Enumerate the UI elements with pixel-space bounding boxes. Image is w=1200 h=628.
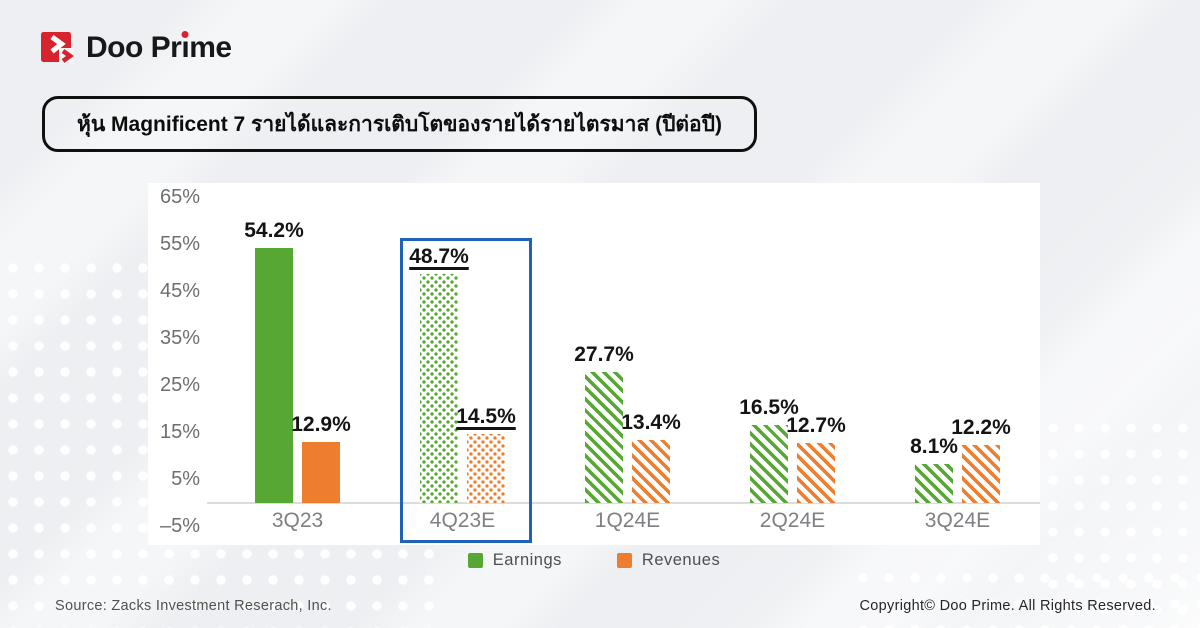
background-dots-right <box>1040 415 1200 628</box>
value-label-earnings-3q23: 54.2% <box>244 218 304 242</box>
y-tick-label: 45% <box>159 280 200 302</box>
copyright-text: Copyright© Doo Prime. All Rights Reserve… <box>859 598 1156 614</box>
title-banner: หุ้น Magnificent 7 รายได้และการเติบโตของ… <box>42 96 757 152</box>
y-tick-label: 25% <box>159 374 200 396</box>
background-dots-bottom-right <box>850 565 1200 628</box>
source-text: Source: Zacks Investment Reserach, Inc. <box>55 598 332 614</box>
bar-revenues-1q24e <box>632 439 670 503</box>
value-label-revenues-2q24e: 12.7% <box>786 413 846 437</box>
bar-earnings-3q24e <box>915 464 953 503</box>
bar-group-4q23e: 48.7% 14.5% 4Q23E <box>380 197 545 543</box>
y-tick-label: 5% <box>171 468 200 490</box>
value-label-revenues-3q24e: 12.2% <box>951 416 1011 440</box>
value-label-revenues-1q24e: 13.4% <box>621 410 681 434</box>
x-axis-label-3q24e: 3Q24E <box>924 509 991 532</box>
logo-text-part: Doo Pr <box>86 31 182 64</box>
y-tick-label: 15% <box>159 421 200 443</box>
legend-swatch-revenues <box>616 553 632 568</box>
doo-prime-logo-icon <box>41 32 74 64</box>
bar-revenues-3q23 <box>302 441 340 503</box>
value-label-revenues-4q23e: 14.5% <box>456 405 516 429</box>
highlight-box <box>400 238 532 543</box>
bar-revenues-4q23e <box>467 434 505 503</box>
title-banner-text: หุ้น Magnificent 7 รายได้และการเติบโตของ… <box>77 112 722 136</box>
x-axis-label-2q24e: 2Q24E <box>759 509 826 532</box>
legend-swatch-earnings <box>467 553 483 568</box>
x-axis-label-3q23: 3Q23 <box>271 509 324 532</box>
bar-earnings-3q23 <box>255 247 293 503</box>
y-tick-label: 65% <box>159 186 200 208</box>
value-label-earnings-3q24e: 8.1% <box>910 435 958 459</box>
value-label-revenues-3q23: 12.9% <box>291 412 351 436</box>
legend-label: Revenues <box>641 551 721 569</box>
legend-label: Earnings <box>492 551 562 569</box>
doo-prime-logo: Doo Pr ı me <box>40 30 232 66</box>
bar-group-1q24e: 27.7% 13.4% 1Q24E <box>545 197 710 532</box>
legend-item-revenues: Revenues <box>616 551 721 570</box>
bar-group-3q23: 54.2% 12.9% 3Q23 <box>215 197 380 532</box>
legend-item-earnings: Earnings <box>467 551 562 570</box>
plot-area: 54.2% 12.9% 3Q23 48.7% 14.5% 4Q23E 27.7% 13.4% 1… <box>207 197 1040 543</box>
chart-card: 65% 55% 45% 35% 25% 15% 5% –5% 54.2% 12.9% 3Q23 48… <box>148 183 1040 545</box>
bar-group-2q24e: 16.5% 12.7% 2Q24E <box>710 197 875 532</box>
y-tick-label: 35% <box>159 327 200 349</box>
value-label-earnings-2q24e: 16.5% <box>739 395 799 419</box>
bar-earnings-1q24e <box>585 372 623 503</box>
bar-revenues-3q24e <box>962 445 1000 503</box>
y-axis: 65% 55% 45% 35% 25% 15% 5% –5% <box>148 183 200 545</box>
y-tick-label: 55% <box>159 233 200 255</box>
bar-earnings-2q24e <box>750 424 788 503</box>
x-axis-line <box>207 502 1040 504</box>
doo-prime-logo-text: Doo Pr ı me <box>86 31 232 65</box>
value-label-earnings-1q24e: 27.7% <box>574 343 634 367</box>
y-tick-label: –5% <box>159 515 200 537</box>
bar-group-3q24e: 8.1% 12.2% 3Q24E <box>875 197 1040 532</box>
bar-revenues-2q24e <box>797 442 835 503</box>
x-axis-label-4q23e: 4Q23E <box>429 509 496 532</box>
logo-text-dotted-i: ı <box>181 31 190 64</box>
logo-text-part: me <box>189 31 232 64</box>
legend: Earnings Revenues <box>148 551 1040 570</box>
x-axis-label-1q24e: 1Q24E <box>594 509 661 532</box>
